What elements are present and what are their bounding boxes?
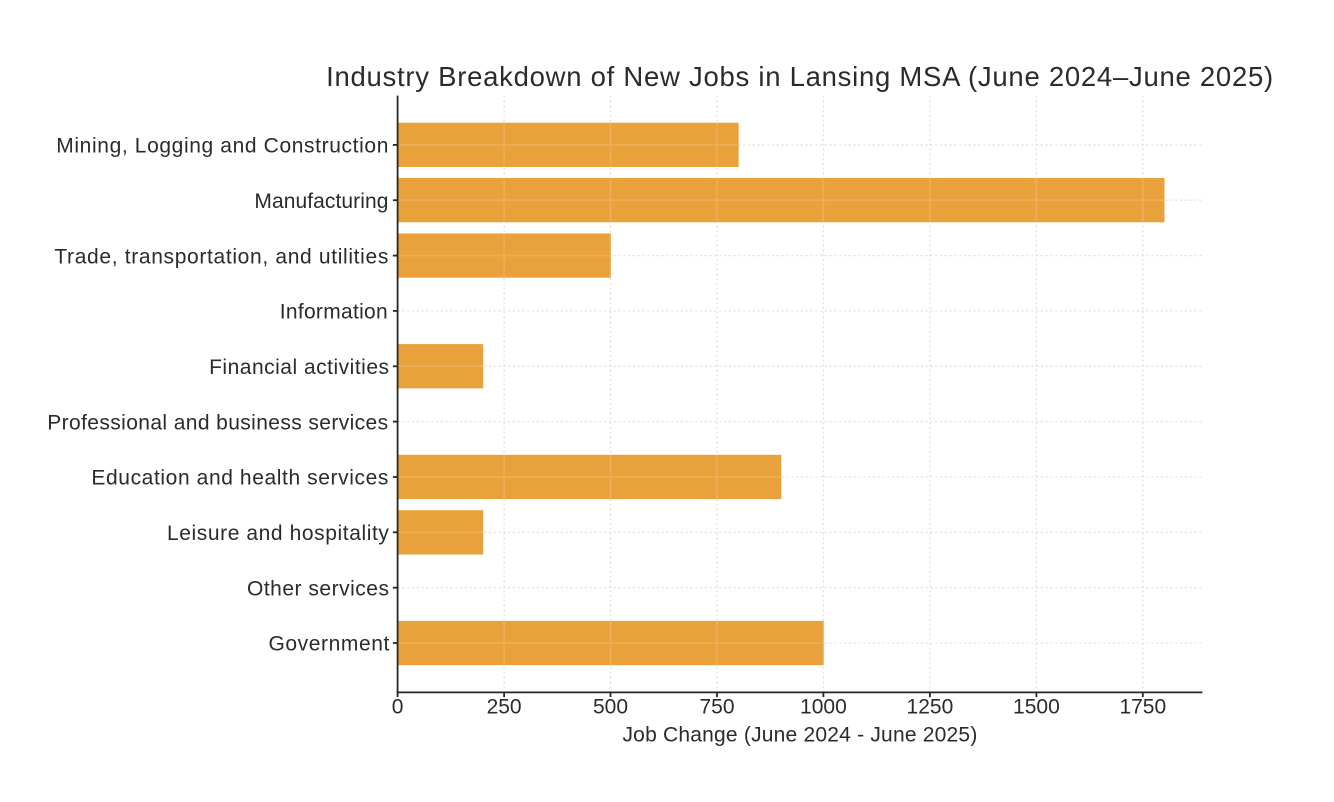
svg-text:500: 500 xyxy=(593,696,628,719)
svg-text:Job Change (June 2024 - June 2: Job Change (June 2024 - June 2025) xyxy=(622,724,977,747)
svg-text:Government: Government xyxy=(268,633,390,656)
svg-text:250: 250 xyxy=(487,696,522,719)
svg-text:1750: 1750 xyxy=(1119,696,1166,719)
svg-text:1000: 1000 xyxy=(800,696,847,719)
svg-text:1500: 1500 xyxy=(1013,696,1060,719)
svg-text:Information: Information xyxy=(280,301,388,324)
svg-text:Industry Breakdown of New Jobs: Industry Breakdown of New Jobs in Lansin… xyxy=(326,61,1274,92)
svg-text:Other services: Other services xyxy=(247,577,390,600)
svg-text:Mining, Logging and Constructi: Mining, Logging and Construction xyxy=(56,135,389,158)
svg-text:Trade, transportation, and uti: Trade, transportation, and utilities xyxy=(54,245,389,268)
svg-text:Leisure and hospitality: Leisure and hospitality xyxy=(167,522,390,545)
svg-text:Education and health services: Education and health services xyxy=(91,467,389,490)
svg-text:Professional and business serv: Professional and business services xyxy=(47,411,388,434)
svg-text:750: 750 xyxy=(699,696,734,719)
svg-text:0: 0 xyxy=(392,696,404,719)
svg-text:1250: 1250 xyxy=(907,696,954,719)
svg-text:Financial activities: Financial activities xyxy=(209,356,389,379)
svg-text:Manufacturing: Manufacturing xyxy=(254,190,388,213)
